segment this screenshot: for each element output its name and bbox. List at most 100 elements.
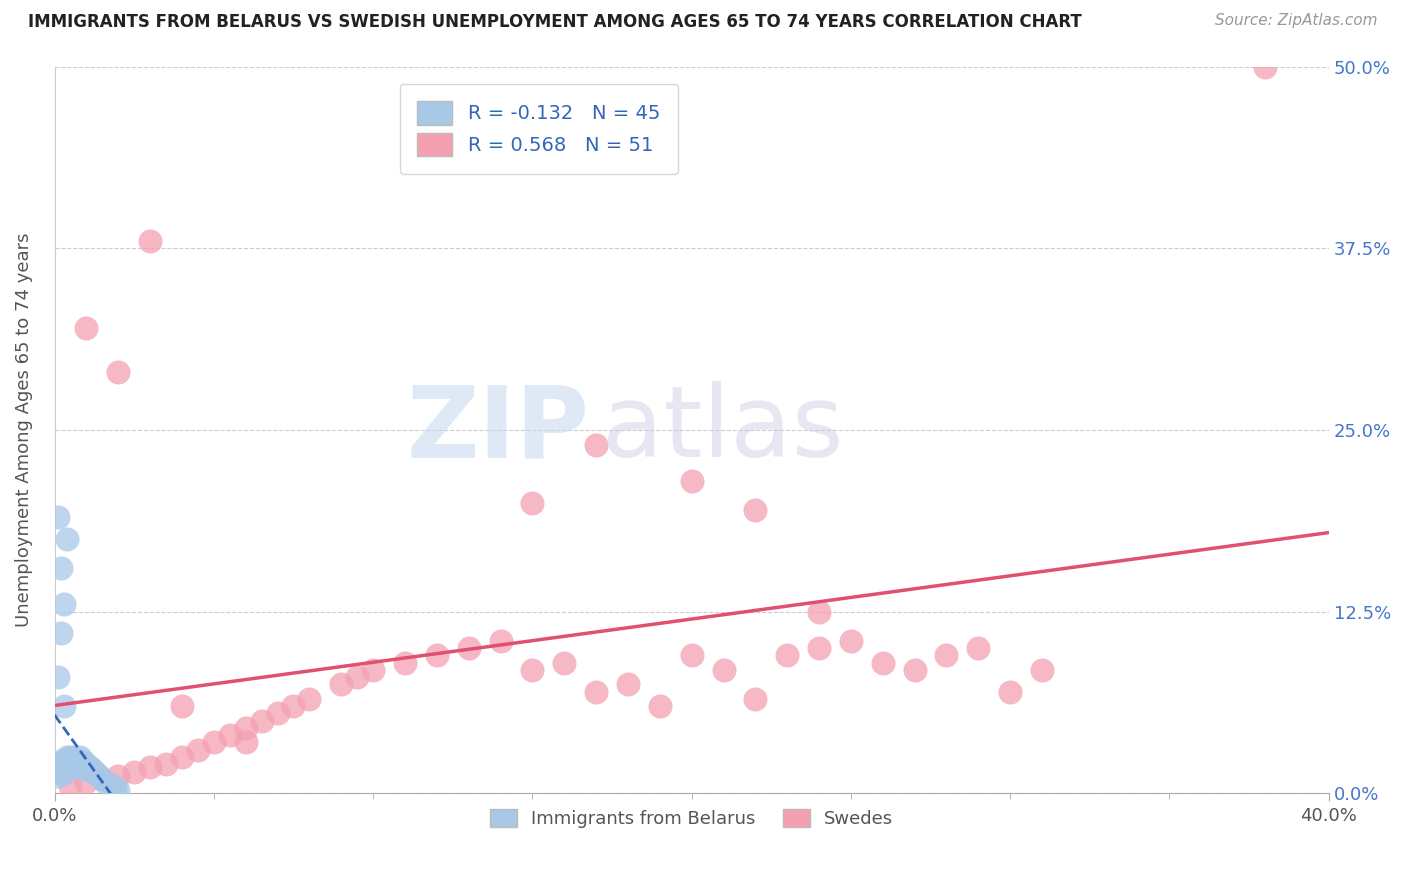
Point [59,760,82,774]
Point [46,766,69,780]
Point [489,633,512,648]
Point [46,670,69,684]
Point [744,503,766,517]
Point [75,757,97,772]
Point [49,626,72,640]
Text: Source: ZipAtlas.com: Source: ZipAtlas.com [1215,13,1378,29]
Point [75,321,97,335]
Point [808,605,831,619]
Point [59,750,82,764]
Point [46,760,69,774]
Point [91,772,114,786]
Point [53,699,76,714]
Point [585,684,607,698]
Point [101,778,124,792]
Point [89,769,111,783]
Point [904,663,927,677]
Point [713,663,735,677]
Point [522,663,544,677]
Point [56,532,79,546]
Point [122,764,145,779]
Point [59,755,82,769]
Point [75,763,97,777]
Point [94,774,117,789]
Point [46,763,69,777]
Point [53,760,76,774]
Point [104,780,127,795]
Point [330,677,353,691]
Text: atlas: atlas [602,382,844,478]
Point [283,699,305,714]
Point [1254,60,1277,74]
Point [1031,663,1053,677]
Point [187,743,209,757]
Point [744,691,766,706]
Point [202,735,225,749]
Point [91,772,114,786]
Y-axis label: Unemployment Among Ages 65 to 74 years: Unemployment Among Ages 65 to 74 years [15,233,32,627]
Point [139,234,162,248]
Point [967,640,990,655]
Point [346,670,368,684]
Point [49,757,72,772]
Point [808,640,831,655]
Point [53,757,76,772]
Point [155,757,177,772]
Point [69,750,91,764]
Legend: Immigrants from Belarus, Swedes: Immigrants from Belarus, Swedes [482,801,901,835]
Point [75,774,97,789]
Point [266,706,288,721]
Point [66,760,89,774]
Point [56,755,79,769]
Point [298,691,321,706]
Point [235,735,257,749]
Point [617,677,640,691]
Point [49,561,72,575]
Point [107,769,129,783]
Point [46,757,69,772]
Point [457,640,479,655]
Point [250,714,273,728]
Point [107,365,129,379]
Point [522,496,544,510]
Point [66,755,89,769]
Point [648,699,671,714]
Point [839,633,862,648]
Point [681,474,703,488]
Point [59,779,82,793]
Text: ZIP: ZIP [406,382,589,478]
Point [218,728,240,742]
Point [56,760,79,774]
Point [49,755,72,769]
Point [72,760,94,774]
Point [72,755,94,769]
Point [84,766,107,780]
Point [46,510,69,524]
Point [170,699,193,714]
Text: IMMIGRANTS FROM BELARUS VS SWEDISH UNEMPLOYMENT AMONG AGES 65 TO 74 YEARS CORREL: IMMIGRANTS FROM BELARUS VS SWEDISH UNEMP… [28,13,1081,31]
Point [56,750,79,764]
Point [426,648,449,663]
Point [872,656,894,670]
Point [107,783,129,797]
Point [49,763,72,777]
Point [62,757,84,772]
Point [935,648,957,663]
Point [69,757,91,772]
Point [53,598,76,612]
Point [553,656,575,670]
Point [998,684,1021,698]
Point [681,648,703,663]
Point [776,648,799,663]
Point [139,760,162,774]
Point [361,663,384,677]
Point [585,437,607,451]
Point [49,760,72,774]
Point [170,750,193,764]
Point [62,750,84,764]
Point [53,763,76,777]
Point [82,763,104,777]
Point [53,766,76,780]
Point [79,760,101,774]
Point [46,769,69,783]
